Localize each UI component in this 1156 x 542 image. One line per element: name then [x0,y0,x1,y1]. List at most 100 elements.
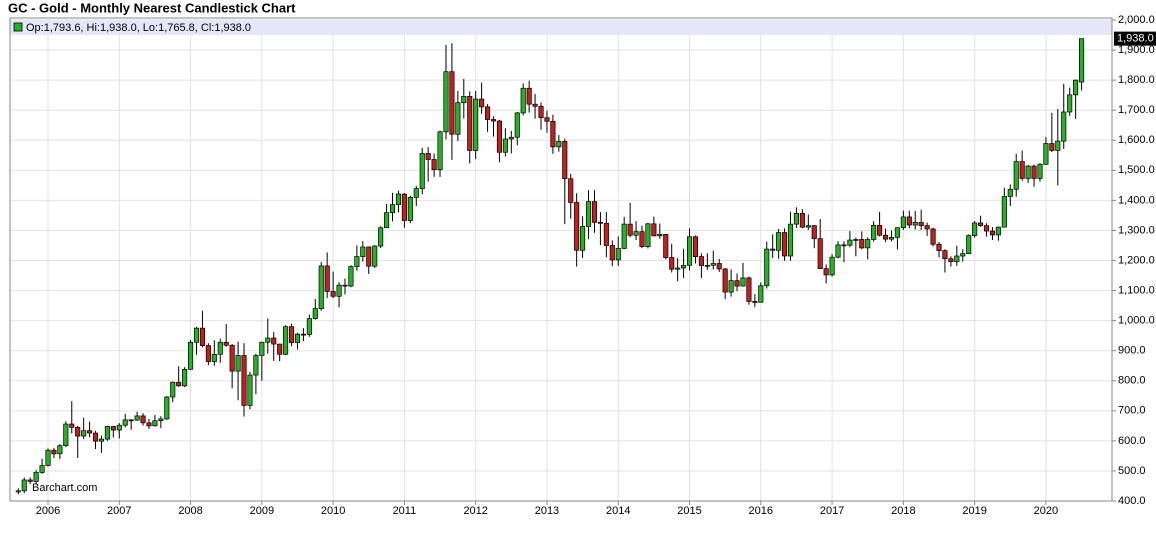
candle-body [259,341,265,356]
candle-body [241,355,247,406]
candle-body [21,479,27,492]
y-tick-label: 1,200.0 [1118,254,1155,266]
candle-body [1019,161,1025,179]
candle-body [496,120,502,153]
candle-body [401,193,407,221]
candle-body [734,280,740,287]
y-tick-label: 1,400.0 [1118,194,1155,206]
candle-body [152,420,158,427]
candle-body [746,277,752,302]
y-tick-label: 1,800.0 [1118,74,1155,86]
candle-body [621,223,627,249]
x-tick-label: 2008 [178,505,202,517]
candle-body [199,327,205,346]
candle-body [205,345,211,362]
candle-body [591,201,598,223]
candle-body [455,102,461,135]
candle-body [918,221,924,226]
y-tick-label: 700.0 [1118,405,1146,417]
candle-body [871,224,877,240]
candle-body [888,237,895,240]
candle-body [378,227,384,247]
candle-body [752,301,758,303]
candle-body [336,284,342,297]
candle-body [211,353,217,362]
candle-body [140,415,146,424]
candle-body [271,337,277,345]
candle-body [568,178,574,203]
candle-body [170,381,176,398]
legend-text: Op:1,793.6, Hi:1,938.0, Lo:1,765.8, Cl:1… [26,22,251,34]
candle-body [92,432,99,442]
candle-body [75,426,81,437]
candle-body [479,98,485,108]
x-tick-label: 2011 [393,505,417,517]
candle-body [473,98,479,151]
candle-body [841,244,847,247]
candle-body [330,291,336,297]
candle-body [146,422,152,427]
candle-body [318,265,324,309]
candle-body [288,326,295,343]
candle-body [283,326,289,355]
candle-body [978,222,984,226]
candle-body [877,224,883,236]
y-tick-label: 1,600.0 [1118,134,1155,146]
candle-body [948,258,954,263]
candle-body [294,333,301,343]
candle-body [104,426,110,440]
candle-body [122,419,128,426]
candle-body [936,243,942,251]
candle-body [1043,143,1049,165]
candle-body [419,153,425,190]
grid [10,19,1112,502]
candle-body [740,277,746,287]
candle-body [116,424,122,431]
candle-body [669,257,675,270]
candle-body [449,71,455,135]
candle-body [1067,94,1073,113]
candle-body [360,246,366,257]
candle-body [722,268,728,293]
candle-body [33,472,39,482]
candle-body [176,381,182,387]
candle-body [692,236,699,257]
candle-body [69,423,75,428]
candle-body [413,188,419,198]
candle-body [651,223,657,237]
candle-body [597,221,603,224]
candle-body [1061,111,1067,142]
candle-body [39,465,45,473]
candle-body [348,266,354,287]
candle-body [164,396,170,420]
candle-body [627,223,633,236]
candle-body [829,256,835,276]
candle-body [1001,196,1007,228]
candle-body [835,244,841,258]
candle-body [900,216,906,229]
candle-body [461,96,467,104]
candle-body [384,212,390,229]
candle-body [574,202,580,251]
candle-body [1025,165,1031,179]
candle-body [764,248,770,287]
candle-body [704,264,710,267]
candle-body [502,138,508,153]
x-tick-label: 2014 [606,505,630,517]
candle-body [912,221,918,226]
x-tick-label: 2015 [677,505,701,517]
candle-body [223,341,229,346]
candle-body [609,245,615,261]
candle-body [799,212,805,228]
candle-body [972,222,978,236]
candle-body [1037,163,1043,179]
x-tick-label: 2016 [749,505,773,517]
candle-body [532,103,538,107]
candle-body [556,141,562,148]
candle-body [407,197,413,221]
candle-body [562,141,568,180]
candle-body [431,159,437,171]
candle-body [128,419,134,422]
candle-body [443,71,449,133]
candle-body [508,136,514,140]
